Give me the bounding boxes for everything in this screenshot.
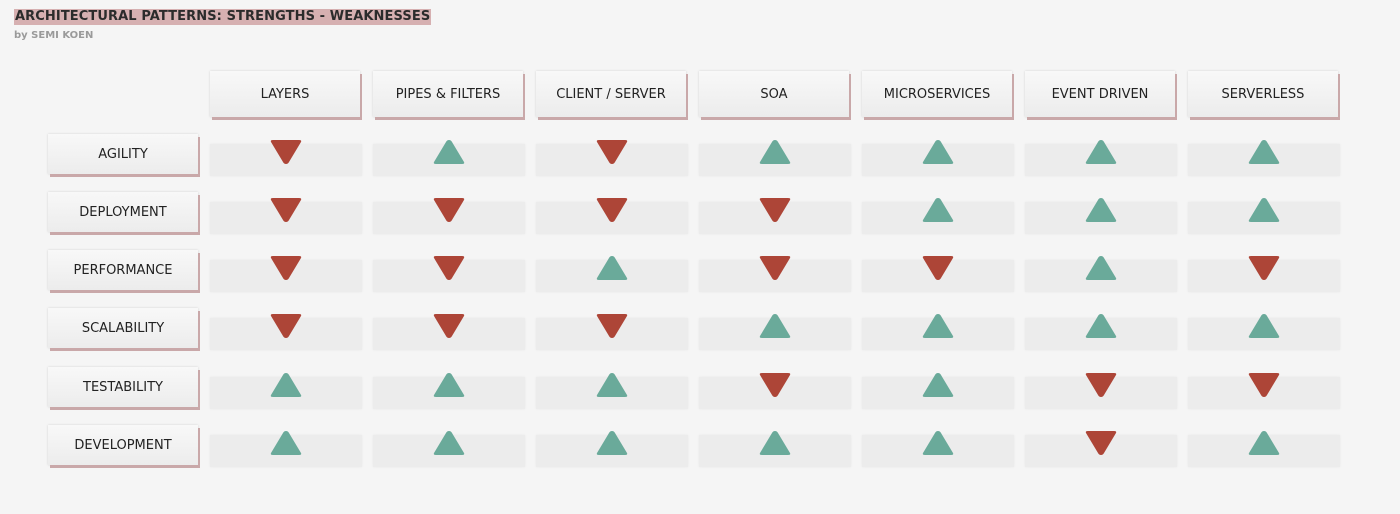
up-triangle-icon — [1084, 254, 1118, 282]
up-triangle-icon — [595, 429, 629, 457]
column-header-layers: LAYERS — [210, 71, 360, 117]
page-title: ARCHITECTURAL PATTERNS: STRENGTHS - WEAK… — [14, 9, 432, 25]
up-triangle-icon — [758, 138, 792, 166]
up-triangle-icon — [269, 371, 303, 399]
down-triangle-icon — [432, 254, 466, 282]
row-header-testability: TESTABILITY — [48, 367, 198, 407]
up-triangle-icon — [921, 138, 955, 166]
up-triangle-icon — [1247, 196, 1281, 224]
up-triangle-icon — [921, 312, 955, 340]
up-triangle-icon — [921, 196, 955, 224]
up-triangle-icon — [1084, 312, 1118, 340]
down-triangle-icon — [1084, 429, 1118, 457]
up-triangle-icon — [1084, 196, 1118, 224]
up-triangle-icon — [269, 429, 303, 457]
row-header-deployment: DEPLOYMENT — [48, 192, 198, 232]
down-triangle-icon — [595, 138, 629, 166]
column-header-soa: SOA — [699, 71, 849, 117]
down-triangle-icon — [269, 312, 303, 340]
up-triangle-icon — [758, 429, 792, 457]
row-header-performance: PERFORMANCE — [48, 250, 198, 290]
down-triangle-icon — [758, 254, 792, 282]
down-triangle-icon — [595, 196, 629, 224]
column-header-microservices: MICROSERVICES — [862, 71, 1012, 117]
up-triangle-icon — [758, 312, 792, 340]
down-triangle-icon — [758, 196, 792, 224]
down-triangle-icon — [595, 312, 629, 340]
down-triangle-icon — [432, 312, 466, 340]
column-header-client-server: CLIENT / SERVER — [536, 71, 686, 117]
up-triangle-icon — [1084, 138, 1118, 166]
down-triangle-icon — [269, 196, 303, 224]
down-triangle-icon — [758, 371, 792, 399]
row-header-scalability: SCALABILITY — [48, 308, 198, 348]
down-triangle-icon — [1084, 371, 1118, 399]
row-header-development: DEVELOPMENT — [48, 425, 198, 465]
up-triangle-icon — [921, 371, 955, 399]
up-triangle-icon — [595, 371, 629, 399]
down-triangle-icon — [1247, 254, 1281, 282]
column-header-pipes-filters: PIPES & FILTERS — [373, 71, 523, 117]
up-triangle-icon — [432, 429, 466, 457]
down-triangle-icon — [269, 254, 303, 282]
up-triangle-icon — [1247, 312, 1281, 340]
up-triangle-icon — [595, 254, 629, 282]
down-triangle-icon — [921, 254, 955, 282]
down-triangle-icon — [1247, 371, 1281, 399]
down-triangle-icon — [432, 196, 466, 224]
author-byline: by SEMI KOEN — [14, 30, 94, 41]
up-triangle-icon — [432, 138, 466, 166]
up-triangle-icon — [432, 371, 466, 399]
down-triangle-icon — [269, 138, 303, 166]
column-header-serverless: SERVERLESS — [1188, 71, 1338, 117]
up-triangle-icon — [1247, 429, 1281, 457]
row-header-agility: AGILITY — [48, 134, 198, 174]
up-triangle-icon — [921, 429, 955, 457]
up-triangle-icon — [1247, 138, 1281, 166]
column-header-event-driven: EVENT DRIVEN — [1025, 71, 1175, 117]
